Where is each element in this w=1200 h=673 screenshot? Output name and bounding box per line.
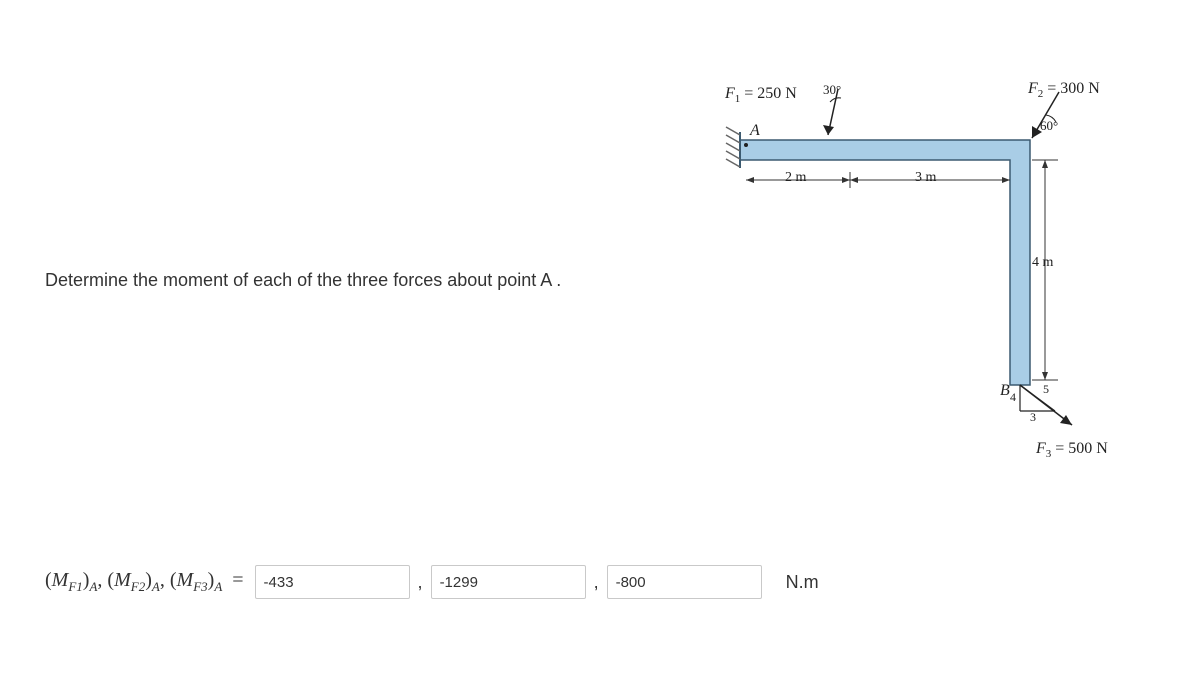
label-4m: 4 m (1032, 255, 1053, 271)
label-angle-f2: 60° (1040, 118, 1058, 134)
answer-input-2[interactable] (431, 565, 586, 599)
label-2m: 2 m (785, 170, 806, 186)
point-a-dot (744, 143, 748, 147)
comma-1: , (418, 572, 423, 593)
figure-svg (710, 80, 1140, 480)
label-f3: F3 = 500 N (1036, 440, 1108, 460)
comma-2: , (594, 572, 599, 593)
wall-support (726, 127, 740, 168)
question-text: Determine the moment of each of the thre… (45, 270, 561, 291)
label-f1: F1 = 250 N (725, 85, 797, 105)
label-3m: 3 m (915, 170, 936, 186)
answer-row: (MF1)A, (MF2)A, (MF3)A = , , N.m (45, 565, 819, 599)
unit-label: N.m (786, 572, 819, 593)
label-b: B (1000, 382, 1010, 400)
label-tri3: 3 (1030, 410, 1036, 425)
figure: F1 = 250 N 30° F2 = 300 N 60° A 2 m 3 m … (710, 80, 1140, 480)
label-tri5: 5 (1043, 382, 1049, 397)
label-a: A (750, 122, 760, 140)
label-tri4: 4 (1010, 390, 1016, 405)
answer-input-1[interactable] (255, 565, 410, 599)
page-container: Determine the moment of each of the thre… (0, 0, 1200, 673)
label-f2: F2 = 300 N (1028, 80, 1100, 100)
answer-label: (MF1)A, (MF2)A, (MF3)A = (45, 569, 249, 595)
beam-shape (740, 140, 1030, 385)
label-angle-f1: 30° (823, 82, 841, 98)
answer-input-3[interactable] (607, 565, 762, 599)
